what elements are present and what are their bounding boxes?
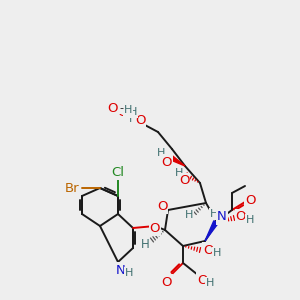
- Text: Br: Br: [65, 182, 79, 194]
- Text: O: O: [236, 211, 246, 224]
- Text: O: O: [162, 275, 172, 289]
- Text: O: O: [203, 244, 213, 256]
- Text: H: H: [157, 148, 165, 158]
- Text: O: O: [162, 155, 172, 169]
- Text: Cl: Cl: [112, 166, 124, 178]
- Text: N: N: [217, 211, 227, 224]
- Text: H: H: [185, 210, 193, 220]
- Text: H: H: [129, 107, 137, 117]
- Text: O: O: [245, 194, 255, 206]
- Text: H: H: [124, 105, 132, 115]
- Text: H: H: [141, 238, 149, 251]
- Text: O: O: [135, 113, 145, 127]
- Text: H: H: [129, 114, 137, 124]
- Text: O: O: [150, 221, 160, 235]
- Text: H: H: [175, 168, 183, 178]
- Polygon shape: [205, 221, 218, 241]
- Text: N: N: [116, 263, 126, 277]
- Text: H: H: [246, 215, 254, 225]
- Text: H: H: [125, 268, 133, 278]
- Text: H: H: [206, 278, 214, 288]
- Text: O: O: [157, 200, 167, 212]
- Text: O: O: [118, 106, 128, 118]
- Text: H: H: [213, 248, 221, 258]
- Text: -: -: [119, 103, 123, 113]
- Polygon shape: [169, 155, 185, 166]
- Text: H: H: [108, 107, 116, 117]
- Text: O: O: [197, 274, 207, 286]
- Text: O: O: [179, 175, 189, 188]
- Text: O: O: [108, 101, 118, 115]
- Text: H: H: [210, 209, 218, 219]
